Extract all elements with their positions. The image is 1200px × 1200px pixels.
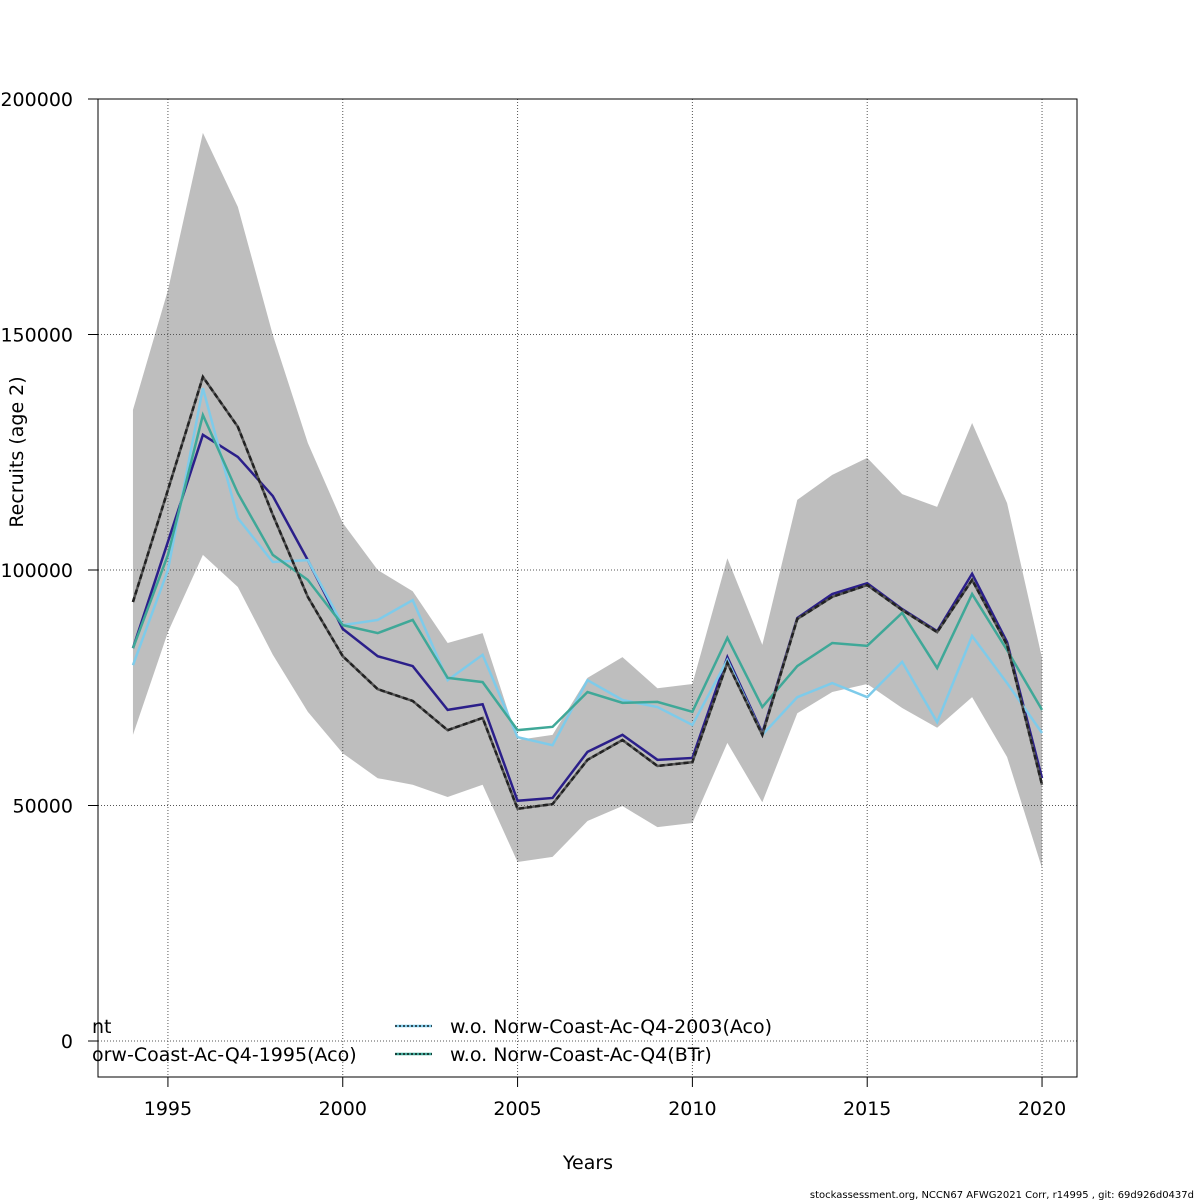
legend-label: w.o. Norw-Coast-Ac-Q4-2003(Aco) <box>450 1016 772 1038</box>
confidence-band-layer <box>132 132 1043 869</box>
x-axis-label: Years <box>562 1152 613 1174</box>
axis-layer: 1995 2000 2005 2010 2015 2020 0 50000 100000 1500… <box>0 89 1066 1120</box>
series-line <box>131 411 1044 732</box>
y-tick-label: 0 <box>61 1031 73 1053</box>
series-layer <box>131 374 1044 811</box>
confidence-band <box>132 132 1043 869</box>
legend: nt orw-Coast-Ac-Q4-1995(Aco) w.o. Norw-Coa… <box>92 1016 772 1066</box>
x-tick-label: 2000 <box>319 1098 367 1120</box>
x-tick-label: 1995 <box>144 1098 192 1120</box>
y-tick-label: 150000 <box>0 325 73 347</box>
x-tick-label: 2010 <box>668 1098 716 1120</box>
footer-credit: stockassessment.org, NCCN67 AFWG2021 Cor… <box>810 1190 1194 1200</box>
x-tick-label: 2020 <box>1018 1098 1066 1120</box>
y-tick-label: 50000 <box>13 796 73 818</box>
y-axis-label: Recruits (age 2) <box>6 376 28 527</box>
legend-label: orw-Coast-Ac-Q4-1995(Aco) <box>92 1044 357 1066</box>
legend-label: w.o. Norw-Coast-Ac-Q4(BTr) <box>450 1044 712 1066</box>
x-tick-label: 2015 <box>843 1098 891 1120</box>
series-line <box>131 374 1044 811</box>
y-tick-label: 200000 <box>0 89 73 111</box>
series-line <box>131 387 1044 747</box>
y-tick-label: 100000 <box>0 560 73 582</box>
x-tick-label: 2005 <box>493 1098 541 1120</box>
legend-label: nt <box>92 1016 112 1038</box>
